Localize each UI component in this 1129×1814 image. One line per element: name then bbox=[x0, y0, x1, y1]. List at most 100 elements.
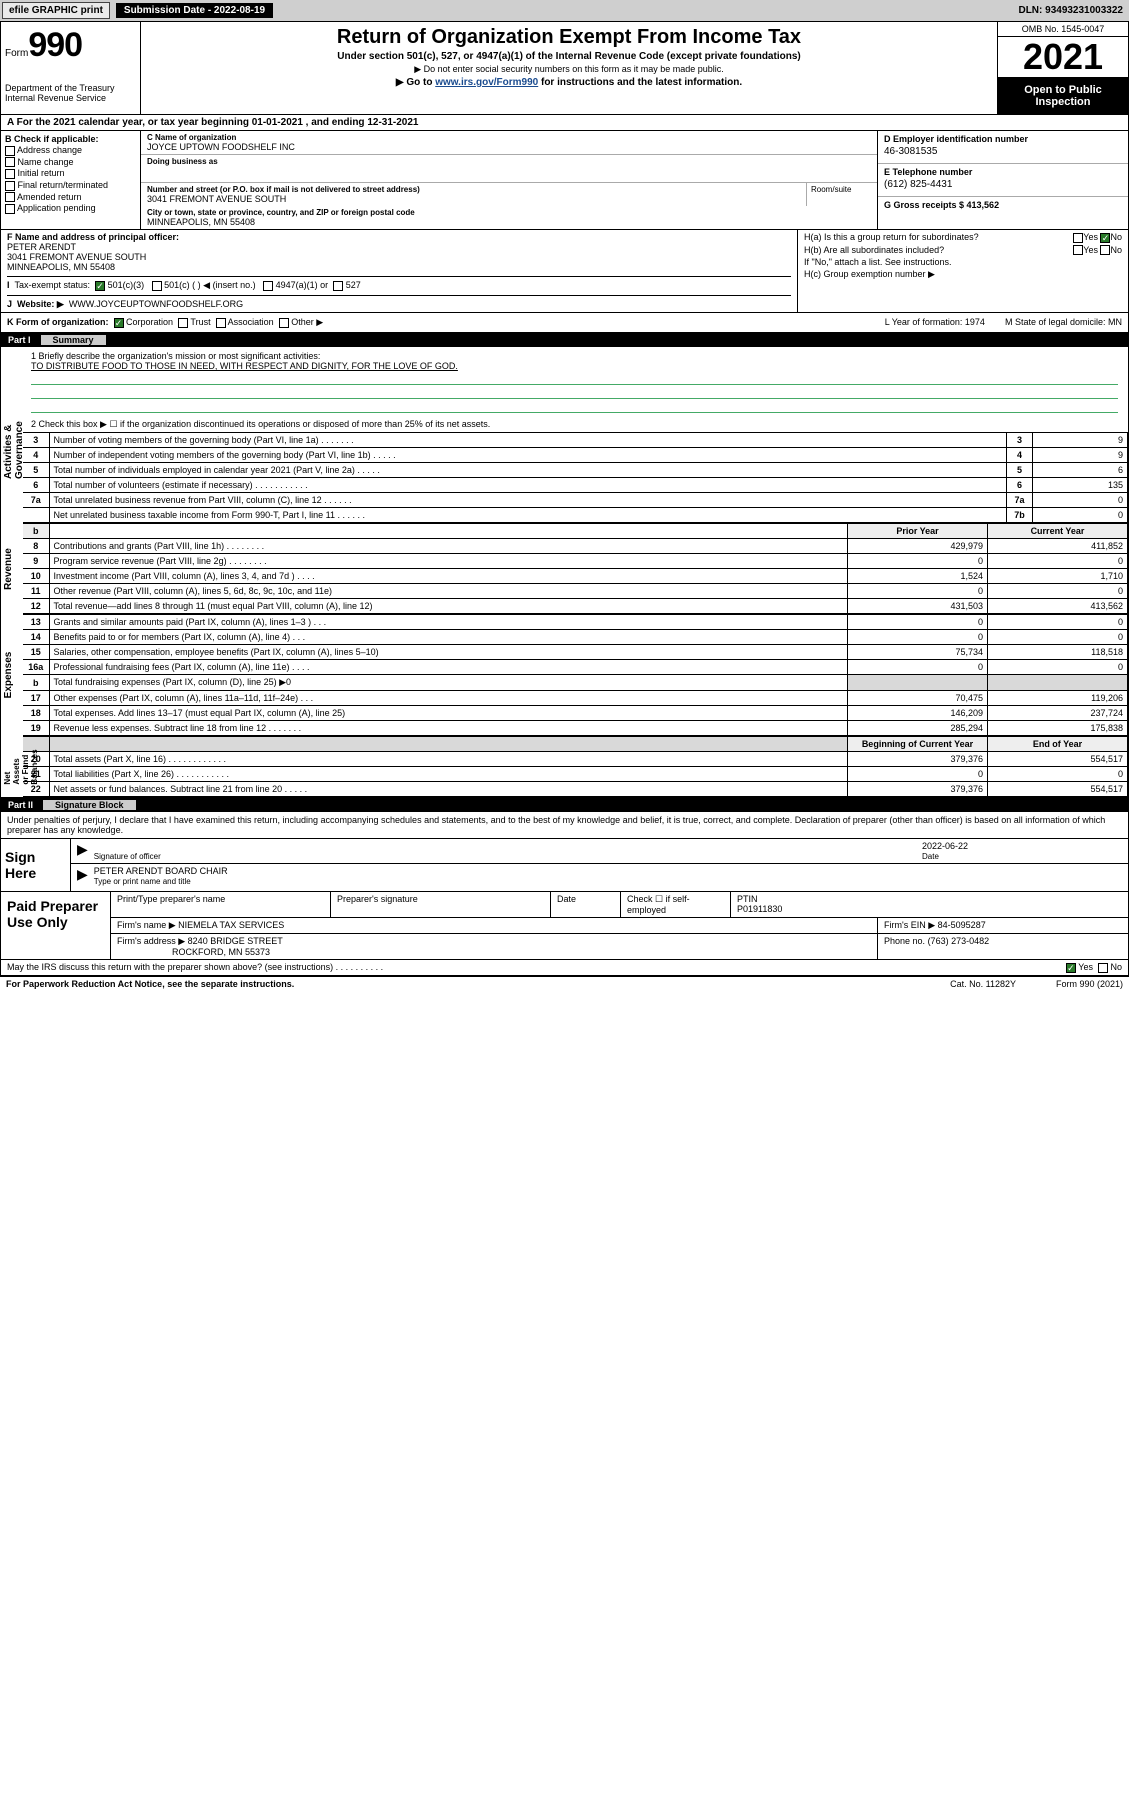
table-row: 9 Program service revenue (Part VIII, li… bbox=[23, 554, 1128, 569]
table-row: 8 Contributions and grants (Part VIII, l… bbox=[23, 539, 1128, 554]
table-row: 22 Net assets or fund balances. Subtract… bbox=[23, 782, 1128, 797]
line-a-taxyear: A For the 2021 calendar year, or tax yea… bbox=[0, 115, 1129, 131]
gov-row: 7a Total unrelated business revenue from… bbox=[23, 493, 1128, 508]
submission-date: Submission Date - 2022-08-19 bbox=[116, 3, 273, 18]
paid-preparer-row: Paid Preparer Use Only Print/Type prepar… bbox=[1, 891, 1128, 959]
firm-addr-cell: Firm's address ▶ 8240 BRIDGE STREET ROCK… bbox=[111, 934, 878, 959]
street-row: Number and street (or P.O. box if mail i… bbox=[141, 183, 877, 206]
ha-no[interactable] bbox=[1100, 233, 1110, 243]
irs-link[interactable]: www.irs.gov/Form990 bbox=[435, 77, 538, 88]
rev-vlabel: Revenue bbox=[3, 548, 14, 590]
k-assoc-label: Association bbox=[228, 317, 274, 327]
firm-phone-cell: Phone no. (763) 273-0482 bbox=[878, 934, 1128, 959]
curr-year-hdr: Current Year bbox=[988, 524, 1128, 539]
prep-sig-hdr: Preparer's signature bbox=[331, 892, 551, 917]
form-number: 990 bbox=[28, 26, 82, 65]
paid-preparer-label: Paid Preparer Use Only bbox=[1, 892, 111, 959]
ha-no-label: No bbox=[1110, 232, 1122, 242]
cbx-527[interactable] bbox=[333, 281, 343, 291]
instructions-link-line: ▶ Go to www.irs.gov/Form990 for instruct… bbox=[149, 77, 989, 88]
ha-yes[interactable] bbox=[1073, 233, 1083, 243]
cbx-501c[interactable] bbox=[152, 281, 162, 291]
k-trust[interactable] bbox=[178, 318, 188, 328]
ptin-label: PTIN bbox=[737, 894, 758, 904]
table-row: 18 Total expenses. Add lines 13–17 (must… bbox=[23, 706, 1128, 721]
page-footer: For Paperwork Reduction Act Notice, see … bbox=[0, 976, 1129, 991]
opt-4947: 4947(a)(1) or bbox=[276, 280, 329, 290]
table-row: 13 Grants and similar amounts paid (Part… bbox=[23, 615, 1128, 630]
col-c: C Name of organization JOYCE UPTOWN FOOD… bbox=[141, 131, 878, 229]
k-assoc[interactable] bbox=[216, 318, 226, 328]
table-row: 15 Salaries, other compensation, employe… bbox=[23, 645, 1128, 660]
tax-exempt-row: I Tax-exempt status: 501(c)(3) 501(c) ( … bbox=[7, 276, 791, 291]
paperwork-notice: For Paperwork Reduction Act Notice, see … bbox=[6, 979, 294, 989]
k-other[interactable] bbox=[279, 318, 289, 328]
na-curr-hdr: End of Year bbox=[988, 737, 1128, 752]
mission-q: 1 Briefly describe the organization's mi… bbox=[31, 351, 1118, 361]
form-subtitle: Under section 501(c), 527, or 4947(a)(1)… bbox=[149, 51, 989, 62]
name-title-label: Type or print name and title bbox=[94, 877, 191, 886]
k-other-label: Other ▶ bbox=[291, 317, 323, 327]
opt-application-pending[interactable]: Application pending bbox=[5, 203, 136, 214]
ssn-note: ▶ Do not enter social security numbers o… bbox=[149, 64, 989, 75]
header-right: OMB No. 1545-0047 2021 Open to Public In… bbox=[998, 22, 1128, 114]
k-corp[interactable] bbox=[114, 318, 124, 328]
na-table: Beginning of Current Year End of Year 20… bbox=[23, 736, 1128, 797]
prior-year-hdr: Prior Year bbox=[848, 524, 988, 539]
rev-b: b bbox=[23, 524, 49, 539]
cbx-501c3[interactable] bbox=[95, 281, 105, 291]
hc-row: H(c) Group exemption number ▶ bbox=[804, 269, 1122, 280]
prep-date-hdr: Date bbox=[551, 892, 621, 917]
prep-name-hdr: Print/Type preparer's name bbox=[111, 892, 331, 917]
officer-printed-name: PETER ARENDT BOARD CHAIR bbox=[94, 866, 228, 876]
dba-label: Doing business as bbox=[147, 157, 871, 166]
sign-here-label: Sign Here bbox=[1, 839, 71, 891]
table-row: 11 Other revenue (Part VIII, column (A),… bbox=[23, 584, 1128, 599]
cat-no: Cat. No. 11282Y bbox=[950, 979, 1016, 989]
discuss-no[interactable] bbox=[1098, 963, 1108, 973]
ein-value: 46-3081535 bbox=[884, 146, 1122, 157]
org-name-cell: C Name of organization JOYCE UPTOWN FOOD… bbox=[141, 131, 877, 155]
opt-initial-return[interactable]: Initial return bbox=[5, 168, 136, 179]
top-bar: efile GRAPHIC print Submission Date - 20… bbox=[0, 0, 1129, 22]
website-row: J Website: ▶ WWW.JOYCEUPTOWNFOODSHELF.OR… bbox=[7, 295, 791, 310]
opt-final-return[interactable]: Final return/terminated bbox=[5, 180, 136, 191]
form-header: Form 990 Department of the Treasury Inte… bbox=[0, 22, 1129, 115]
ptin-value: P01911830 bbox=[737, 904, 782, 914]
discuss-yes[interactable] bbox=[1066, 963, 1076, 973]
hb-no[interactable] bbox=[1100, 245, 1110, 255]
street-label: Number and street (or P.O. box if mail i… bbox=[147, 185, 800, 194]
l-year-formation: L Year of formation: 1974 bbox=[885, 317, 985, 328]
gross-receipts-cell: G Gross receipts $ 413,562 bbox=[878, 197, 1128, 229]
firm-ein-cell: Firm's EIN ▶ 84-5095287 bbox=[878, 918, 1128, 933]
efile-button[interactable]: efile GRAPHIC print bbox=[2, 2, 110, 19]
arrow-icon-2: ▶ bbox=[77, 866, 88, 886]
part-i-header: Part I Summary bbox=[0, 333, 1129, 347]
name-line: ▶ PETER ARENDT BOARD CHAIRType or print … bbox=[71, 864, 1128, 888]
k-corp-label: Corporation bbox=[126, 317, 173, 327]
part-ii-header: Part II Signature Block bbox=[0, 798, 1129, 812]
tax-year: 2021 bbox=[998, 37, 1128, 78]
exp-table: 13 Grants and similar amounts paid (Part… bbox=[23, 614, 1128, 736]
opt-amended-return[interactable]: Amended return bbox=[5, 192, 136, 203]
city-cell: City or town, state or province, country… bbox=[141, 206, 877, 229]
gov-row: Net unrelated business taxable income fr… bbox=[23, 508, 1128, 523]
form-title: Return of Organization Exempt From Incom… bbox=[149, 26, 989, 49]
opt-address-change[interactable]: Address change bbox=[5, 145, 136, 156]
ein-label: D Employer identification number bbox=[884, 134, 1122, 144]
opt-501c: 501(c) ( ) ◀ (insert no.) bbox=[164, 280, 255, 290]
gov-table: 3 Number of voting members of the govern… bbox=[23, 432, 1128, 523]
cbx-4947[interactable] bbox=[263, 281, 273, 291]
part-ii-label: Part II bbox=[8, 800, 33, 810]
form-word: Form bbox=[5, 48, 28, 59]
table-row: b Total fundraising expenses (Part IX, c… bbox=[23, 675, 1128, 691]
table-row: 10 Investment income (Part VIII, column … bbox=[23, 569, 1128, 584]
principal-officer: F Name and address of principal officer:… bbox=[7, 232, 791, 272]
website-value: WWW.JOYCEUPTOWNFOODSHELF.ORG bbox=[69, 299, 243, 309]
opt-name-change[interactable]: Name change bbox=[5, 157, 136, 168]
q2-checkbox-line: 2 Check this box ▶ ☐ if the organization… bbox=[1, 413, 1128, 432]
hb-yes[interactable] bbox=[1073, 245, 1083, 255]
city-value: MINNEAPOLIS, MN 55408 bbox=[147, 217, 871, 227]
phone-value: (612) 825-4431 bbox=[884, 179, 1122, 190]
gov-row: 5 Total number of individuals employed i… bbox=[23, 463, 1128, 478]
